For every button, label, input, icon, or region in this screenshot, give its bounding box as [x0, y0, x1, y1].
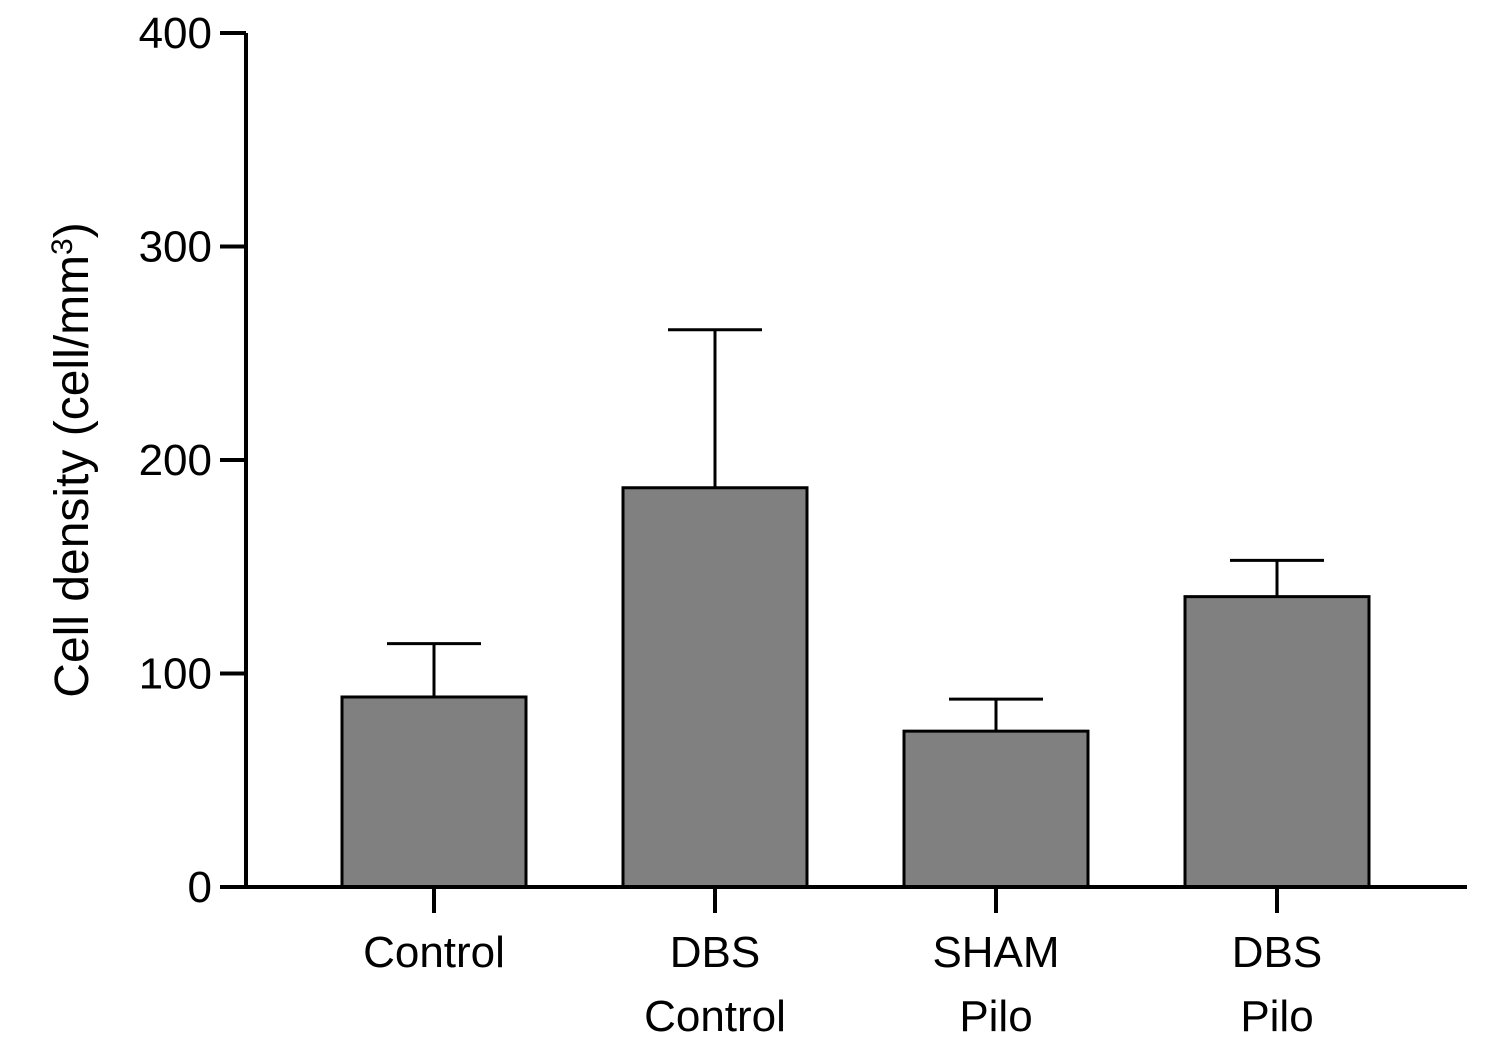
x-tick-label-2: SHAM Pilo — [932, 928, 1059, 1041]
bar-2 — [902, 729, 1090, 889]
y-tick-label-300: 300 — [139, 223, 212, 272]
x-tick-label-1: DBS Control — [644, 928, 786, 1041]
x-tick-label-0-line-0: Control — [363, 928, 505, 977]
y-tick-label-0: 0 — [188, 863, 212, 912]
y-axis-title-group: Cell density (cell/mm3) — [46, 222, 100, 697]
y-axis-title-text: Cell density (cell/mm — [46, 255, 99, 698]
x-tick-label-1-line-0: DBS — [670, 928, 760, 977]
bars-group — [340, 486, 1371, 889]
x-ticks-group: Control DBS Control SHAM Pilo DBS Pilo — [363, 887, 1322, 1041]
x-tick-label-2-line-1: Pilo — [959, 992, 1032, 1041]
y-tick-label-200: 200 — [139, 436, 212, 485]
y-axis-title: Cell density (cell/mm3) — [46, 222, 100, 697]
x-tick-label-1-line-1: Control — [644, 992, 786, 1041]
y-axis-title-suffix: ) — [46, 222, 99, 238]
x-tick-label-3: DBS Pilo — [1232, 928, 1322, 1041]
y-axis-title-superscript: 3 — [46, 238, 79, 255]
y-tick-label-400: 400 — [139, 9, 212, 58]
y-tick-label-100: 100 — [139, 650, 212, 699]
bar-3 — [1183, 595, 1371, 889]
bar-0 — [340, 695, 528, 889]
bar-1 — [621, 486, 809, 889]
x-tick-label-3-line-1: Pilo — [1240, 992, 1313, 1041]
error-bars-group — [387, 328, 1324, 732]
x-tick-label-2-line-0: SHAM — [932, 928, 1059, 977]
x-tick-label-3-line-0: DBS — [1232, 928, 1322, 977]
y-ticks-group: 0 100 200 300 400 — [139, 9, 246, 912]
x-tick-label-0: Control — [363, 928, 505, 977]
